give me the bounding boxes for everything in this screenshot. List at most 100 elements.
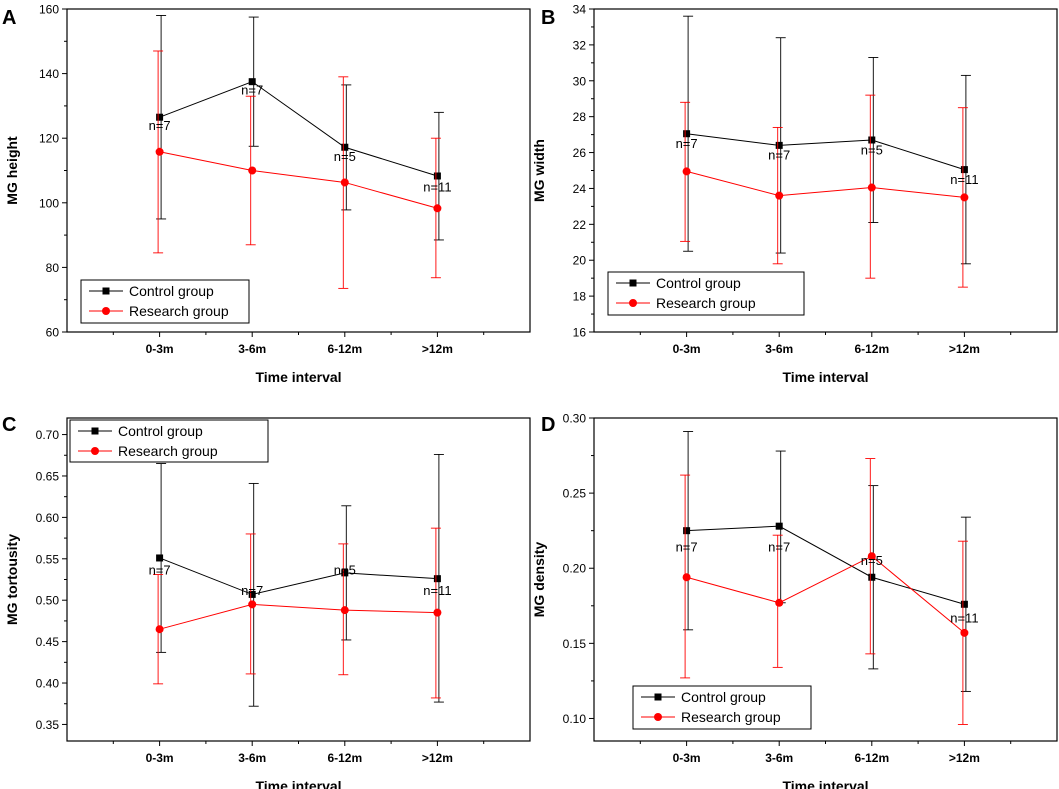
x-tick-label: 0-3m xyxy=(146,751,174,765)
legend-label-research: Research group xyxy=(129,303,229,319)
y-tick-label: 0.40 xyxy=(36,677,60,691)
legend-label-research: Research group xyxy=(681,709,781,725)
series-line-research xyxy=(159,603,438,630)
data-point-research xyxy=(960,628,969,637)
data-point-research xyxy=(775,598,784,607)
x-axis-title: Time interval xyxy=(255,369,341,385)
series-line-control xyxy=(686,133,965,171)
y-tick-label: 28 xyxy=(573,110,587,124)
panel-label: D xyxy=(541,414,555,436)
sample-size-label: n=11 xyxy=(950,610,978,625)
data-point-control xyxy=(341,143,349,151)
legend-label-control: Control group xyxy=(129,283,214,299)
legend-label-research: Research group xyxy=(118,443,218,459)
legend-box xyxy=(69,419,269,463)
y-tick-label: 60 xyxy=(46,326,60,340)
data-point-control xyxy=(868,573,876,581)
y-tick-label: 0.55 xyxy=(36,552,60,566)
x-tick-label: >12m xyxy=(422,751,453,765)
y-tick-label: 18 xyxy=(573,290,587,304)
sample-size-label: n=11 xyxy=(423,179,451,194)
sample-size-label: n=7 xyxy=(241,583,263,598)
y-tick-label: 0.15 xyxy=(563,637,587,651)
y-tick-label: 0.10 xyxy=(563,712,587,726)
sample-size-label: n=7 xyxy=(149,563,171,578)
series-research xyxy=(680,94,969,288)
data-point-control xyxy=(775,141,783,149)
data-point-research xyxy=(867,552,876,561)
data-point-research xyxy=(340,178,349,187)
series-line-control xyxy=(159,557,438,595)
legend-marker-research xyxy=(91,447,99,455)
data-point-control xyxy=(248,78,256,86)
data-point-research xyxy=(248,600,257,609)
sample-size-label: n=7 xyxy=(241,83,263,98)
y-tick-label: 100 xyxy=(39,196,59,210)
x-axis-title: Time interval xyxy=(255,778,341,789)
sample-size-label: n=5 xyxy=(334,149,356,164)
data-point-research xyxy=(775,191,784,200)
legend-box xyxy=(607,271,805,316)
data-point-control xyxy=(960,600,968,608)
x-tick-label: >12m xyxy=(949,751,980,765)
legend-box xyxy=(80,279,250,324)
x-tick-label: 6-12m xyxy=(854,342,889,356)
y-tick-label: 0.20 xyxy=(563,562,587,576)
data-point-control xyxy=(156,113,164,121)
legend-marker-control xyxy=(91,427,99,435)
x-tick-label: 6-12m xyxy=(327,342,362,356)
legend: Control group Research group xyxy=(80,279,250,324)
panel-label: C xyxy=(2,414,16,436)
y-tick-label: 140 xyxy=(39,67,59,81)
y-tick-label: 0.65 xyxy=(36,469,60,483)
series-line-research xyxy=(159,151,438,209)
series-control xyxy=(683,431,971,692)
data-point-control xyxy=(960,166,968,174)
legend: Control group Research group xyxy=(69,419,269,463)
legend-marker-control xyxy=(654,693,662,701)
series-control xyxy=(683,15,971,265)
sample-size-label: n=5 xyxy=(861,142,883,157)
data-point-research xyxy=(155,147,164,156)
legend-marker-research xyxy=(654,713,662,721)
y-tick-label: 0.50 xyxy=(36,594,60,608)
series-research xyxy=(153,527,442,699)
y-tick-label: 0.30 xyxy=(563,412,587,426)
data-point-control xyxy=(156,554,164,562)
data-point-control xyxy=(868,136,876,144)
sample-size-label: n=7 xyxy=(149,118,171,133)
y-tick-label: 120 xyxy=(39,132,59,146)
series-line-research xyxy=(686,170,965,198)
y-tick-label: 0.60 xyxy=(36,511,60,525)
y-axis-title: MG height xyxy=(4,136,20,205)
data-point-control xyxy=(341,569,349,577)
y-axis-title: MG width xyxy=(531,139,547,202)
panel-a: A 60 80 100 120 140 160 0-3m 3-6m 6-12m >12m Time i… xyxy=(2,3,531,385)
series-control xyxy=(156,453,444,707)
x-tick-label: >12m xyxy=(949,342,980,356)
series-line-control xyxy=(159,81,438,177)
y-tick-label: 80 xyxy=(46,261,60,275)
y-tick-label: 0.45 xyxy=(36,635,60,649)
x-tick-label: 3-6m xyxy=(238,751,266,765)
y-tick-label: 32 xyxy=(573,38,587,52)
x-tick-label: 0-3m xyxy=(673,342,701,356)
legend-label-control: Control group xyxy=(681,689,766,705)
x-tick-label: 0-3m xyxy=(146,342,174,356)
x-tick-label: 3-6m xyxy=(765,342,793,356)
data-point-research xyxy=(867,183,876,192)
panel-d: D 0.10 0.15 0.20 0.25 0.30 0-3m 3-6m 6-12m >12m Ti… xyxy=(531,412,1058,789)
legend-marker-control xyxy=(629,279,637,287)
panel-b: B 16 18 20 22 24 26 28 30 32 34 0-3m 3-6m 6-12m >12m Ti… xyxy=(531,3,1058,385)
x-tick-label: 3-6m xyxy=(238,342,266,356)
sample-size-label: n=7 xyxy=(768,148,790,163)
x-tick-label: 6-12m xyxy=(854,751,889,765)
sample-size-label: n=11 xyxy=(950,172,978,187)
x-axis-title: Time interval xyxy=(782,369,868,385)
x-tick-label: 6-12m xyxy=(327,751,362,765)
panel-label: B xyxy=(541,7,555,29)
series-research xyxy=(153,50,442,289)
data-point-control xyxy=(433,575,441,583)
y-tick-label: 16 xyxy=(573,326,587,340)
